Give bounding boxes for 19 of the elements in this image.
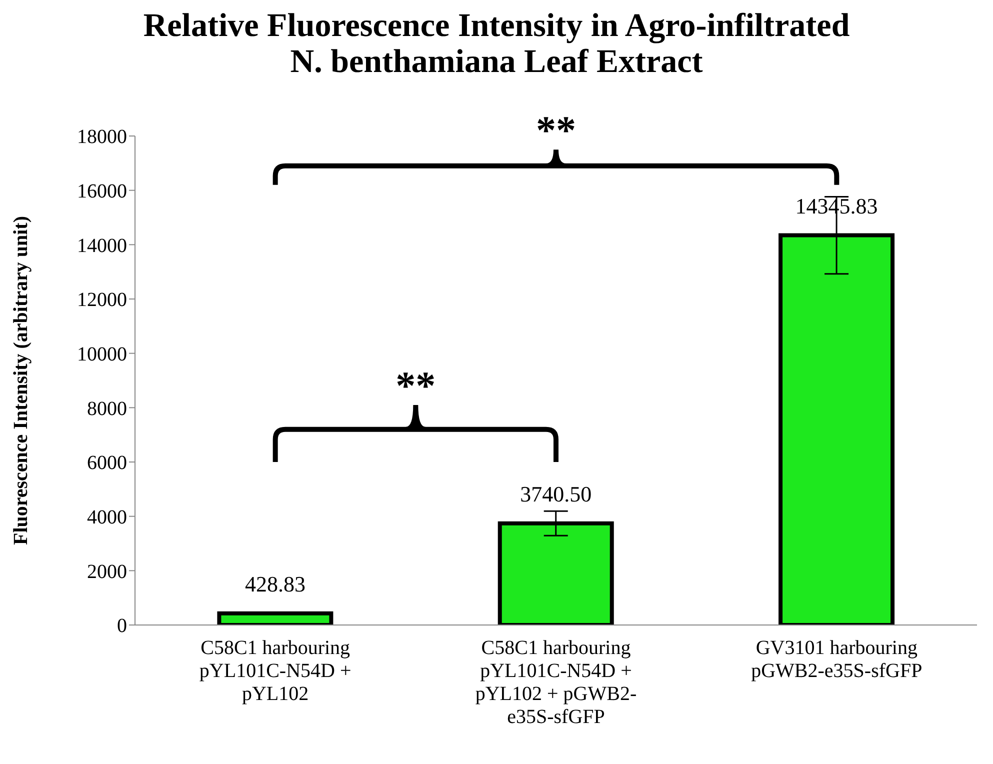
annotation: ** bbox=[396, 362, 436, 408]
y-tick-label: 2000 bbox=[87, 560, 127, 583]
y-tick-label: 16000 bbox=[77, 180, 127, 202]
y-tick-label: 6000 bbox=[87, 452, 127, 474]
annotation: ** bbox=[536, 108, 576, 153]
y-tick-label: 18000 bbox=[77, 126, 127, 148]
chart-title: Relative Fluorescence Intensity in Agro-infiltrated N. benthamiana Leaf Extract bbox=[142, 8, 851, 80]
y-tick-label: 0 bbox=[117, 615, 127, 638]
y-tick-label: 8000 bbox=[87, 398, 127, 420]
x-tick-label: GV3101 harbouring pGWB2-e35S-sfGFP bbox=[750, 637, 924, 683]
y-tick-label: 10000 bbox=[77, 343, 127, 366]
y-tick-label: 4000 bbox=[87, 506, 127, 528]
y-axis-title: Fluorescence Intensity (arbitrary unit) bbox=[10, 216, 32, 546]
x-tick-label: C58C1 harbouring pYL101C-N54D + pYL102 bbox=[198, 637, 352, 706]
y-tick-label: 14000 bbox=[77, 234, 127, 257]
y-tick-label: 12000 bbox=[77, 289, 127, 312]
x-tick-label: C58C1 harbouring pYL101C-N54D + pYL102 + pGWB2-e35S-sfGFP bbox=[474, 637, 638, 729]
data-label: 428.83 bbox=[244, 571, 306, 596]
data-label: 3740.50 bbox=[520, 481, 592, 506]
